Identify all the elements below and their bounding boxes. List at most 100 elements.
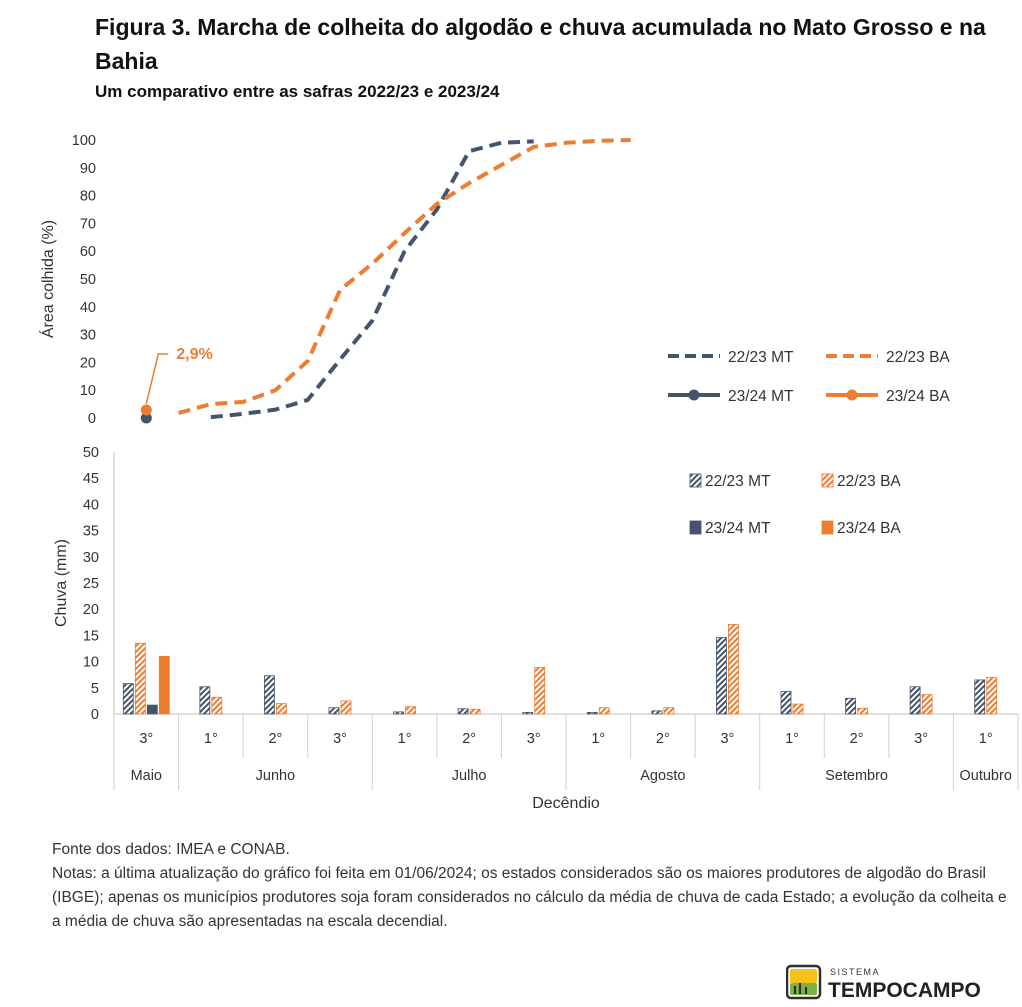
y-tick-label: 15: [83, 628, 99, 644]
bar-22-23-mt: [457, 708, 469, 715]
bar-22-23-ba: [469, 708, 481, 715]
bar-23-24-ba: [158, 655, 170, 715]
y-tick-label: 90: [80, 161, 96, 177]
legend-marker: [846, 389, 858, 401]
bar-22-23-mt: [909, 686, 921, 715]
bar-22-23-ba: [598, 707, 610, 715]
bar-22-23-mt: [522, 712, 534, 715]
legend-swatch: [689, 520, 702, 535]
legend-swatch: [821, 473, 834, 488]
month-label: Outubro: [960, 768, 1012, 784]
bar-22-23-mt: [393, 711, 404, 715]
bar-22-23-mt: [651, 710, 663, 715]
y-tick-label: 50: [80, 272, 96, 288]
bar-22-23-mt: [780, 691, 792, 715]
chart-notes: Fonte dos dados: IMEA e CONAB. Notas: a …: [52, 838, 1012, 934]
rain-bar-chart: 0 5 10 15 20 25 30 35 40 45 50 Chuva (mm) 3° 1° 2° 3° 1°…: [53, 445, 1019, 812]
y-tick-label: 30: [80, 328, 96, 344]
legend-label: 22/23 MT: [705, 473, 771, 490]
month-label: Setembro: [825, 768, 888, 784]
series-point-23-24-ba: [140, 404, 152, 416]
x-tick-label: 2°: [462, 731, 476, 747]
y-tick-label: 10: [83, 655, 99, 671]
tempocampo-logo: SISTEMA TEMPOCAMPO: [786, 964, 981, 1000]
legend-label: 22/23 MT: [728, 349, 794, 366]
bar-22-23-ba: [921, 694, 933, 715]
bar-22-23-mt: [716, 637, 727, 715]
month-label: Maio: [131, 768, 162, 784]
logo-top-text: SISTEMA: [830, 967, 880, 977]
legend-item: 22/23 MT: [668, 349, 794, 366]
legend-swatch: [689, 473, 702, 488]
legend-label: 22/23 BA: [837, 473, 901, 490]
chart-subtitle: Um comparativo entre as safras 2022/23 e…: [95, 82, 500, 101]
x-tick-label: 2°: [850, 731, 864, 747]
legend-item: 23/24 BA: [826, 388, 950, 405]
x-tick-label: 3°: [333, 731, 347, 747]
x-tick-label: 1°: [398, 731, 412, 747]
legend-label: 23/24 BA: [886, 388, 950, 405]
bar-22-23-ba: [405, 706, 416, 715]
y-tick-label: 40: [83, 497, 99, 513]
legend-item: 23/24 BA: [821, 520, 901, 537]
bar-22-23-ba: [986, 676, 998, 715]
bar-22-23-mt: [264, 675, 275, 715]
harvest-line-chart: 0 10 20 30 40 50 60 70 80 90 100 Área colhida (%) 2,…: [38, 133, 950, 427]
y-tick-label: 0: [88, 411, 96, 427]
y-tick-label: 20: [83, 602, 99, 618]
bar-22-23-ba: [340, 700, 352, 715]
x-tick-label: 3°: [914, 731, 928, 747]
y-tick-label: 25: [83, 576, 99, 592]
series-point-23-24-mt: [140, 412, 152, 424]
annotation-leader-line: [145, 353, 169, 405]
y-tick-label: 5: [91, 681, 99, 697]
bar-22-23-ba: [134, 642, 146, 715]
legend-label: 23/24 MT: [705, 520, 771, 537]
x-tick-label: 1°: [979, 731, 993, 747]
legend-label: 23/24 BA: [837, 520, 901, 537]
bar-22-23-ba: [792, 703, 804, 715]
x-tick-label: 3°: [139, 731, 153, 747]
y-tick-label: 60: [80, 244, 96, 260]
y-axis-title: Área colhida (%): [38, 220, 57, 338]
y-tick-label: 10: [80, 383, 96, 399]
annotation-label: 2,9%: [176, 346, 212, 363]
x-tick-label: 1°: [591, 731, 605, 747]
x-tick-label: 3°: [527, 731, 541, 747]
bar-22-23-ba: [663, 707, 675, 715]
legend-label: 23/24 MT: [728, 388, 794, 405]
y-tick-label: 50: [83, 445, 99, 461]
bar-22-23-mt: [586, 712, 598, 715]
month-label: Julho: [452, 768, 487, 784]
legend-item: 23/24 MT: [689, 520, 771, 537]
legend-swatch: [821, 520, 834, 535]
legend-label: 22/23 BA: [886, 349, 950, 366]
bar-22-23-mt: [845, 697, 856, 715]
bar-22-23-mt: [974, 679, 986, 715]
notes-text: Notas: a última atualização do gráfico f…: [52, 865, 1007, 930]
x-tick-label: 2°: [656, 731, 670, 747]
y-tick-label: 100: [72, 133, 96, 149]
source-note: Fonte dos dados: IMEA e CONAB.: [52, 841, 290, 858]
y-axis-title: Chuva (mm): [53, 539, 70, 627]
bar-22-23-ba: [276, 703, 287, 715]
series-line-22-23-ba: [178, 138, 631, 415]
month-label: Junho: [256, 768, 296, 784]
y-tick-label: 30: [83, 550, 99, 566]
logo-main-text: TEMPOCAMPO: [828, 979, 981, 1000]
y-tick-label: 80: [80, 189, 96, 205]
x-tick-label: 1°: [785, 731, 799, 747]
y-tick-label: 40: [80, 300, 96, 316]
chart-title: Figura 3. Marcha de colheita do algodão …: [95, 14, 986, 74]
series-line-22-23-mt: [210, 139, 534, 420]
month-label: Agosto: [640, 768, 685, 784]
x-tick-label: 1°: [204, 731, 218, 747]
x-tick-label: 2°: [268, 731, 282, 747]
legend-item: 22/23 MT: [689, 473, 771, 490]
bar-22-23-mt: [199, 686, 211, 715]
bar-22-23-ba: [728, 623, 739, 715]
legend-item: 22/23 BA: [821, 473, 901, 490]
y-tick-label: 45: [83, 471, 99, 487]
bar-22-23-ba: [857, 707, 868, 715]
